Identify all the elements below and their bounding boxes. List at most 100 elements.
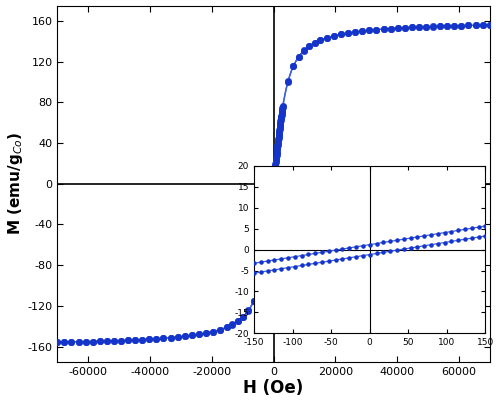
Point xyxy=(272,156,280,162)
Point xyxy=(146,336,154,343)
Point xyxy=(276,123,284,129)
Point xyxy=(264,234,272,241)
Point xyxy=(271,167,279,173)
Point xyxy=(266,219,274,226)
Point xyxy=(305,43,313,49)
Point xyxy=(266,222,274,228)
Point xyxy=(276,118,284,124)
Point xyxy=(372,26,380,33)
Point xyxy=(277,115,285,122)
Point xyxy=(478,22,486,28)
Point xyxy=(272,150,280,156)
Point xyxy=(278,105,286,111)
Point xyxy=(267,204,275,210)
Point xyxy=(68,339,76,345)
Point xyxy=(124,337,132,343)
Point xyxy=(180,333,188,340)
Point xyxy=(429,23,437,30)
Point xyxy=(270,170,278,177)
Point xyxy=(310,40,318,46)
Point xyxy=(366,27,374,33)
Point xyxy=(260,255,268,261)
Point xyxy=(486,22,494,28)
Point xyxy=(472,22,480,29)
Point xyxy=(262,243,270,249)
Point xyxy=(262,244,270,251)
Point xyxy=(124,337,132,343)
Point xyxy=(60,339,68,345)
Point xyxy=(270,168,278,174)
Point xyxy=(274,141,282,148)
Point xyxy=(263,238,271,245)
Point xyxy=(443,23,451,29)
Point xyxy=(264,237,272,244)
Point xyxy=(152,336,160,342)
Point xyxy=(284,79,292,85)
Point xyxy=(270,174,278,181)
Point xyxy=(239,314,247,320)
Point xyxy=(260,258,268,265)
Point xyxy=(54,339,62,345)
Point xyxy=(401,25,409,31)
Point xyxy=(117,337,125,344)
Point xyxy=(269,183,277,189)
Point xyxy=(264,228,272,235)
Point xyxy=(472,22,480,29)
Point xyxy=(268,198,276,204)
Point xyxy=(290,63,298,69)
Point xyxy=(386,25,394,32)
Point xyxy=(268,197,276,203)
Point xyxy=(278,110,285,116)
Point xyxy=(268,191,276,197)
Point xyxy=(408,24,416,31)
Point xyxy=(300,48,308,54)
Point xyxy=(244,307,252,314)
Point xyxy=(264,235,272,242)
Point xyxy=(74,339,82,345)
Point xyxy=(262,249,270,256)
Point xyxy=(290,63,298,70)
Point xyxy=(216,326,224,333)
Point xyxy=(386,25,394,32)
Point xyxy=(266,216,274,222)
Point xyxy=(273,148,281,155)
Point xyxy=(267,202,275,208)
Point xyxy=(276,129,283,135)
Point xyxy=(174,334,182,340)
Point xyxy=(268,187,276,193)
Point xyxy=(330,33,338,39)
Point xyxy=(117,337,125,344)
Point xyxy=(138,337,146,343)
Point xyxy=(337,31,345,37)
Point xyxy=(274,133,282,139)
Point xyxy=(271,164,279,171)
Point xyxy=(264,232,272,239)
Point xyxy=(110,338,118,344)
Point xyxy=(278,112,285,118)
Point xyxy=(202,330,210,337)
Point xyxy=(366,27,374,33)
Point xyxy=(274,139,282,146)
Point xyxy=(74,339,82,345)
Point xyxy=(267,205,275,212)
Point xyxy=(146,336,154,343)
Point xyxy=(294,53,302,60)
Point xyxy=(358,28,366,34)
Point xyxy=(103,338,111,344)
Point xyxy=(264,226,272,233)
Point xyxy=(270,172,278,178)
Point xyxy=(96,338,104,345)
Point xyxy=(380,26,388,32)
Point xyxy=(429,23,437,30)
Point xyxy=(267,208,275,214)
Point xyxy=(344,30,352,36)
Point xyxy=(260,256,268,262)
Point xyxy=(262,247,270,253)
Point xyxy=(464,22,472,29)
Point xyxy=(274,136,282,143)
Point xyxy=(260,257,268,263)
Point xyxy=(88,338,96,345)
Point xyxy=(262,241,270,248)
Point xyxy=(152,336,160,342)
Point xyxy=(264,229,272,236)
